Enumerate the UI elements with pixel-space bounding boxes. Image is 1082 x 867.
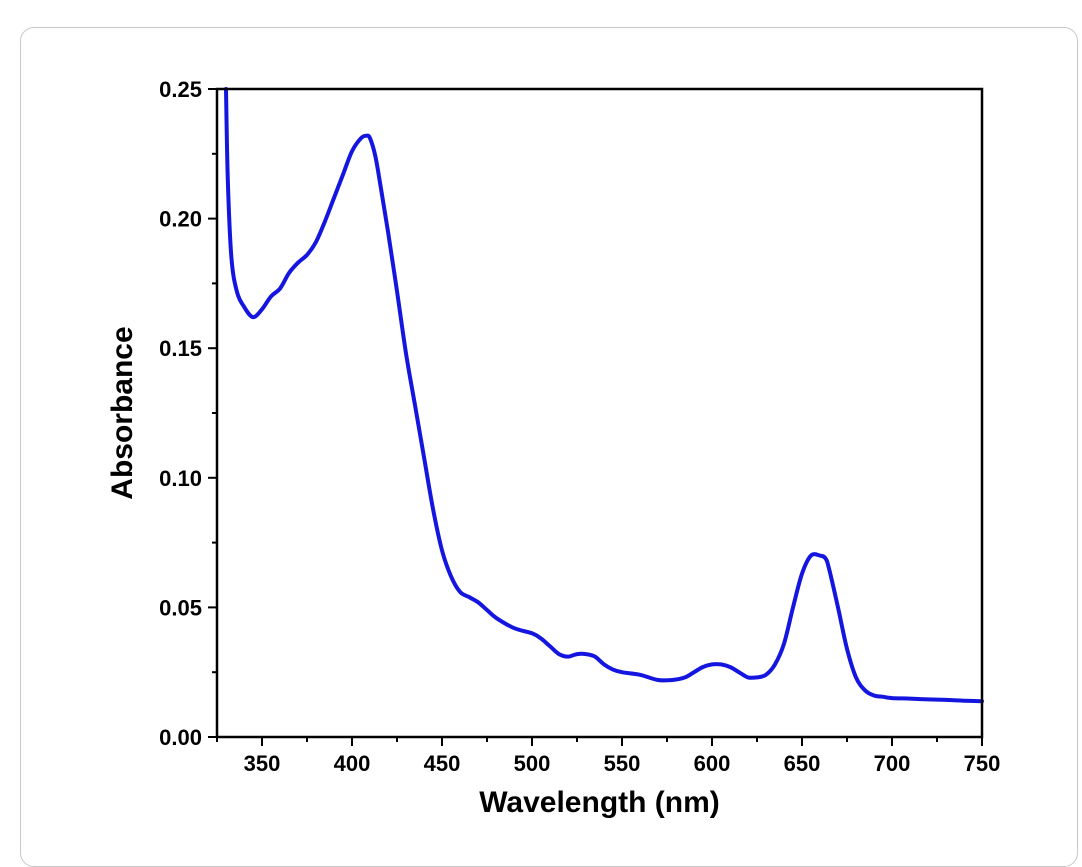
axis-ticks [208, 88, 983, 746]
x-tick-label: 400 [334, 751, 371, 776]
x-tick-label: 650 [784, 751, 821, 776]
y-axis-title: Absorbance [106, 326, 139, 499]
figure-frame [20, 27, 1078, 867]
plot-area-frame [215, 87, 984, 739]
y-tick-label: 0.00 [159, 725, 202, 750]
y-tick-label: 0.05 [159, 595, 202, 620]
y-tick-label: 0.25 [159, 77, 202, 102]
y-tick-label: 0.10 [159, 466, 202, 491]
y-tick-label: 0.15 [159, 336, 202, 361]
x-tick-label: 350 [244, 751, 281, 776]
x-tick-label: 500 [514, 751, 551, 776]
x-tick-label: 550 [604, 751, 641, 776]
absorbance-line [224, 87, 984, 704]
x-tick-label: 600 [694, 751, 731, 776]
x-axis-title: Wavelength (nm) [479, 786, 720, 819]
y-tick-label: 0.20 [159, 207, 202, 232]
x-tick-label: 750 [964, 751, 1001, 776]
x-tick-label: 700 [874, 751, 911, 776]
axis-tick-labels: 350 400 450 500 550 600 650 700 750 0.00 0.05 0.10 0… [159, 77, 1000, 776]
x-tick-label: 450 [424, 751, 461, 776]
